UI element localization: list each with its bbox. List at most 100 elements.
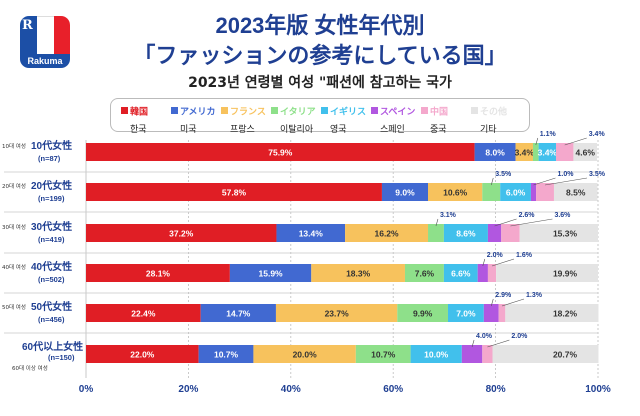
bar-italy [482,183,501,201]
callout-line [471,339,475,348]
bar-italy [355,345,411,363]
chart-legend: 韓国 한국 アメリカ 미국 フランス 프랑스 イタリア 이탈리아 イギリス 영국 スペイン 스페인 中国… [110,98,530,135]
bar-china [498,304,506,322]
bar-usa [276,224,346,242]
data-label-china: 2.0% [511,333,528,340]
x-tick-label: 60% [383,384,403,395]
data-label-usa: 15.9% [259,269,284,279]
x-tick-label: 80% [486,384,506,395]
bar-other [519,224,598,242]
data-label-korea: 22.0% [130,350,155,360]
bar-spain [483,304,499,322]
callout-line [533,177,556,186]
bar-other [573,143,597,161]
data-label-usa: 13.4% [299,229,324,239]
legend-korean-spain: 스페인 [380,125,405,135]
bar-uk [443,264,478,282]
callout-line [564,137,587,146]
category-korean-label: 10대 여성 [2,142,26,150]
legend-korean-other: 기타 [480,125,497,135]
legend-korean-china: 중국 [430,125,447,135]
bar-korea [86,304,201,322]
legend-korean-italy: 이탈리아 [280,125,314,135]
bar-france [275,304,398,322]
callout-line [544,177,588,186]
bar-other [492,345,599,363]
legend-korean-usa: 미국 [180,125,197,135]
callout-line [510,218,553,227]
category-n: (n=419) [38,235,65,244]
legend-korean-uk: 영국 [330,125,347,135]
bar-italy [532,143,539,161]
bar-usa [229,264,312,282]
bar-korea [86,345,199,363]
data-label-spain: 2.0% [487,252,504,259]
data-label-uk: 8.6% [456,229,476,239]
bar-korea [86,143,475,161]
category-korean-label: 30대 여성 [2,223,26,231]
bar-china [482,345,493,363]
data-label-uk: 3.4% [538,148,558,158]
data-label-usa: 9.0% [395,188,415,198]
callout-line [435,218,439,227]
legend-item-france: フランス 프랑스 [221,102,273,135]
bar-spain [461,345,483,363]
data-label-china: 3.6% [554,212,571,219]
data-label-china: 1.3% [526,292,543,299]
legend-swatch-italy [271,107,278,115]
rakuma-logo: R Rakuma [20,16,70,68]
callout-line [491,258,515,267]
category-n: (n=502) [38,275,65,284]
x-tick-label: 40% [281,384,301,395]
data-label-korea: 57.8% [222,188,247,198]
data-label-korea: 75.9% [268,148,293,158]
bar-korea [86,183,382,201]
category-korean-label: 20대 여성 [2,182,26,190]
data-label-spain: 1.0% [557,171,574,178]
bar-china [556,143,574,161]
data-label-uk: 10.0% [424,350,449,360]
callout-line [494,218,517,227]
legend-swatch-spain [371,107,378,115]
legend-swatch-other [471,107,478,115]
legend-item-korea: 韓国 한국 [121,102,173,135]
legend-label-usa: アメリカ [180,106,216,117]
bar-other [505,304,599,322]
legend-label-spain: スペイン [380,106,416,117]
data-label-italy: 3.1% [440,212,457,219]
chart-title-line2: 「ファッションの参考にしている国」 [133,43,507,68]
legend-item-italy: イタリア 이탈리아 [271,102,323,135]
legend-swatch-usa [171,107,178,115]
category-korean-label: 60대 이상 여성 [12,364,48,372]
legend-swatch-uk [321,107,328,115]
legend-korean-france: 프랑스 [230,125,255,135]
data-label-korea: 22.4% [131,309,156,319]
data-label-china: 3.4% [589,131,606,138]
legend-label-italy: イタリア [280,106,316,117]
data-label-spain: 4.0% [476,333,493,340]
data-label-france: 16.2% [374,229,399,239]
data-label-france: 10.6% [443,188,468,198]
category-label: 60代以上女性 [22,340,83,353]
category-label: 10代女性 [31,139,72,152]
callout-line [535,137,539,146]
bar-france [311,264,405,282]
bar-spain [487,224,502,242]
bar-italy [428,224,444,242]
bar-other [496,264,598,282]
data-label-france: 18.3% [346,269,371,279]
data-label-france: 23.7% [325,309,350,319]
data-label-italy: 10.7% [371,350,396,360]
bar-italy [397,304,448,322]
logo-letter: R [22,18,33,33]
data-label-spain: 2.9% [495,292,512,299]
category-korean-label: 50대 여성 [2,303,26,311]
bar-spain [530,183,537,201]
bar-france [428,183,483,201]
callout-line [482,258,486,267]
legend-swatch-korea [121,107,128,115]
legend-korean-korea: 한국 [130,125,147,135]
category-n: (n=87) [38,154,61,163]
bar-spain [477,264,488,282]
